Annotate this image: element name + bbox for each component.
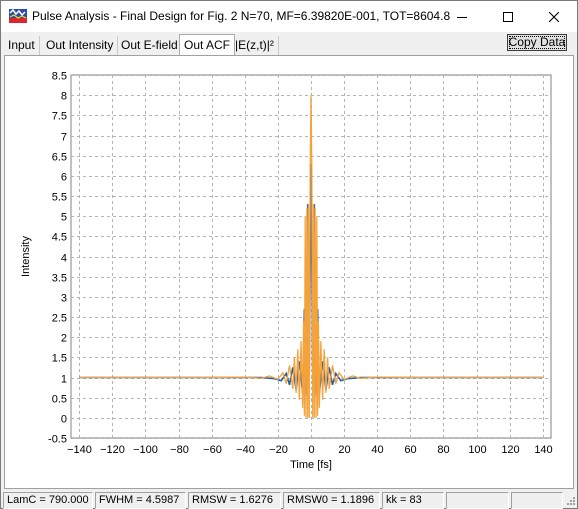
tab-bar: Input Out Intensity Out E-field Out ACF … xyxy=(1,33,577,55)
title-bar[interactable]: Pulse Analysis - Final Design for Fig. 2… xyxy=(1,1,577,32)
status-lamc: LamC = 790.000 xyxy=(3,492,93,509)
x-tick-label: 140 xyxy=(534,444,552,456)
status-bar: LamC = 790.000 FWHM = 4.5987 RMSW = 1.62… xyxy=(1,491,577,509)
status-kk: kk = 83 xyxy=(382,492,444,509)
status-empty-1 xyxy=(446,492,509,509)
x-tick-label: −140 xyxy=(67,444,92,456)
y-tick-label: 5 xyxy=(61,212,67,224)
y-tick-label: 6 xyxy=(61,172,67,184)
y-tick-label: 1 xyxy=(61,374,67,386)
y-tick-label: -0.5 xyxy=(48,434,67,446)
resize-grip-icon[interactable] xyxy=(564,496,576,508)
minimize-icon xyxy=(457,16,467,18)
x-tick-label: 60 xyxy=(404,444,416,456)
y-tick-label: 4.5 xyxy=(52,232,67,244)
tab-out-acf[interactable]: Out ACF xyxy=(179,34,236,55)
close-button[interactable] xyxy=(531,1,577,32)
series-line-1 xyxy=(79,163,543,396)
y-tick-label: 2 xyxy=(61,333,67,345)
series-line-2 xyxy=(79,95,543,418)
tab-input[interactable]: Input xyxy=(4,36,40,55)
window-title: Pulse Analysis - Final Design for Fig. 2… xyxy=(32,9,451,23)
tab-out-e-field[interactable]: Out E-field xyxy=(117,36,183,55)
y-tick-label: 0 xyxy=(61,414,67,426)
tab-e-field-squared[interactable]: |E(z,t)|² xyxy=(231,36,279,55)
y-tick-label: 6.5 xyxy=(52,152,67,164)
x-tick-label: −100 xyxy=(133,444,158,456)
x-tick-label: −80 xyxy=(170,444,189,456)
x-tick-label: −20 xyxy=(269,444,288,456)
status-fwhm: FWHM = 4.5987 xyxy=(95,492,186,509)
copy-data-button[interactable]: Copy Data xyxy=(507,34,567,51)
y-tick-label: 0.5 xyxy=(52,394,67,406)
y-tick-label: 8 xyxy=(61,91,67,103)
y-tick-label: 8.5 xyxy=(52,71,67,83)
maximize-icon xyxy=(503,11,513,22)
maximize-button[interactable] xyxy=(485,1,531,32)
plot-panel: -0.5 0 0.5 1 1.5 2 2.5 3 3.5 4 4.5 5 5.5 6 6.5 7 7.5 8 8.5… xyxy=(4,55,574,489)
status-empty-2 xyxy=(511,492,563,509)
y-tick-label: 4 xyxy=(61,253,67,265)
y-tick-label: 5.5 xyxy=(52,192,67,204)
status-rmsw0: RMSW0 = 1.1896 xyxy=(283,492,380,509)
close-icon xyxy=(549,11,559,22)
x-tick-label: −40 xyxy=(236,444,255,456)
x-tick-label: 40 xyxy=(371,444,383,456)
y-tick-label: 7.5 xyxy=(52,111,67,123)
y-tick-label: 7 xyxy=(61,132,67,144)
status-rmsw: RMSW = 1.6276 xyxy=(188,492,281,509)
y-tick-label: 3.5 xyxy=(52,273,67,285)
acf-chart: -0.5 0 0.5 1 1.5 2 2.5 3 3.5 4 4.5 5 5.5 6 6.5 7 7.5 8 8.5… xyxy=(20,71,553,472)
y-tick-label: 1.5 xyxy=(52,353,67,365)
x-axis-label: Time [fs] xyxy=(290,459,332,471)
app-icon xyxy=(9,9,27,23)
x-tick-label: 100 xyxy=(468,444,486,456)
y-tick-label: 2.5 xyxy=(52,313,67,325)
x-tick-label: 20 xyxy=(338,444,350,456)
x-tick-label: 120 xyxy=(501,444,519,456)
y-tick-label: 3 xyxy=(61,293,67,305)
x-tick-label: −60 xyxy=(203,444,222,456)
y-axis-label: Intensity xyxy=(20,236,32,277)
minimize-button[interactable] xyxy=(439,1,485,32)
x-tick-label: 80 xyxy=(437,444,449,456)
x-tick-label: 0 xyxy=(308,444,314,456)
tab-out-intensity[interactable]: Out Intensity xyxy=(42,36,119,55)
x-tick-label: −120 xyxy=(100,444,125,456)
